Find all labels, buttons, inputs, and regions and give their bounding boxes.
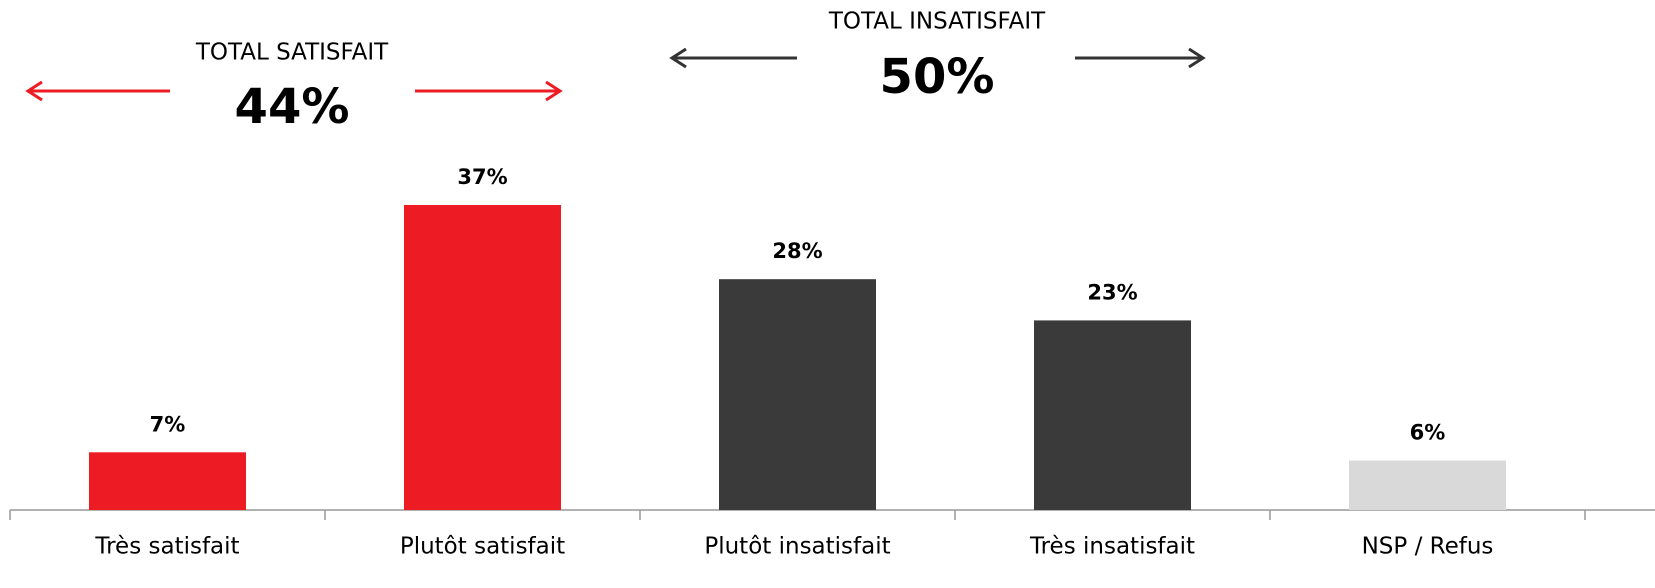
x-tick-label: Très satisfait <box>94 534 239 560</box>
value-label: 6% <box>1410 421 1446 445</box>
x-tick-label: NSP / Refus <box>1362 534 1494 560</box>
bar <box>404 205 561 510</box>
bar <box>1034 320 1191 510</box>
bar <box>89 452 246 510</box>
annotation-title: TOTAL SATISFAIT <box>195 40 389 66</box>
bar <box>719 279 876 510</box>
bar <box>1349 460 1506 510</box>
arrow-head <box>669 47 687 69</box>
value-label: 37% <box>457 165 507 189</box>
x-tick-label: Très insatisfait <box>1029 534 1195 560</box>
arrow-head <box>25 80 43 102</box>
arrow-head <box>1188 47 1206 69</box>
value-label: 7% <box>150 412 186 436</box>
annotation-title: TOTAL INSATISFAIT <box>828 9 1046 35</box>
annotation-total: 50% <box>880 49 995 105</box>
x-tick-label: Plutôt satisfait <box>400 534 565 560</box>
value-label: 28% <box>772 239 822 263</box>
annotation-total: 44% <box>235 79 350 135</box>
x-tick-label: Plutôt insatisfait <box>704 534 890 560</box>
arrow-head <box>545 80 563 102</box>
value-label: 23% <box>1087 280 1137 304</box>
